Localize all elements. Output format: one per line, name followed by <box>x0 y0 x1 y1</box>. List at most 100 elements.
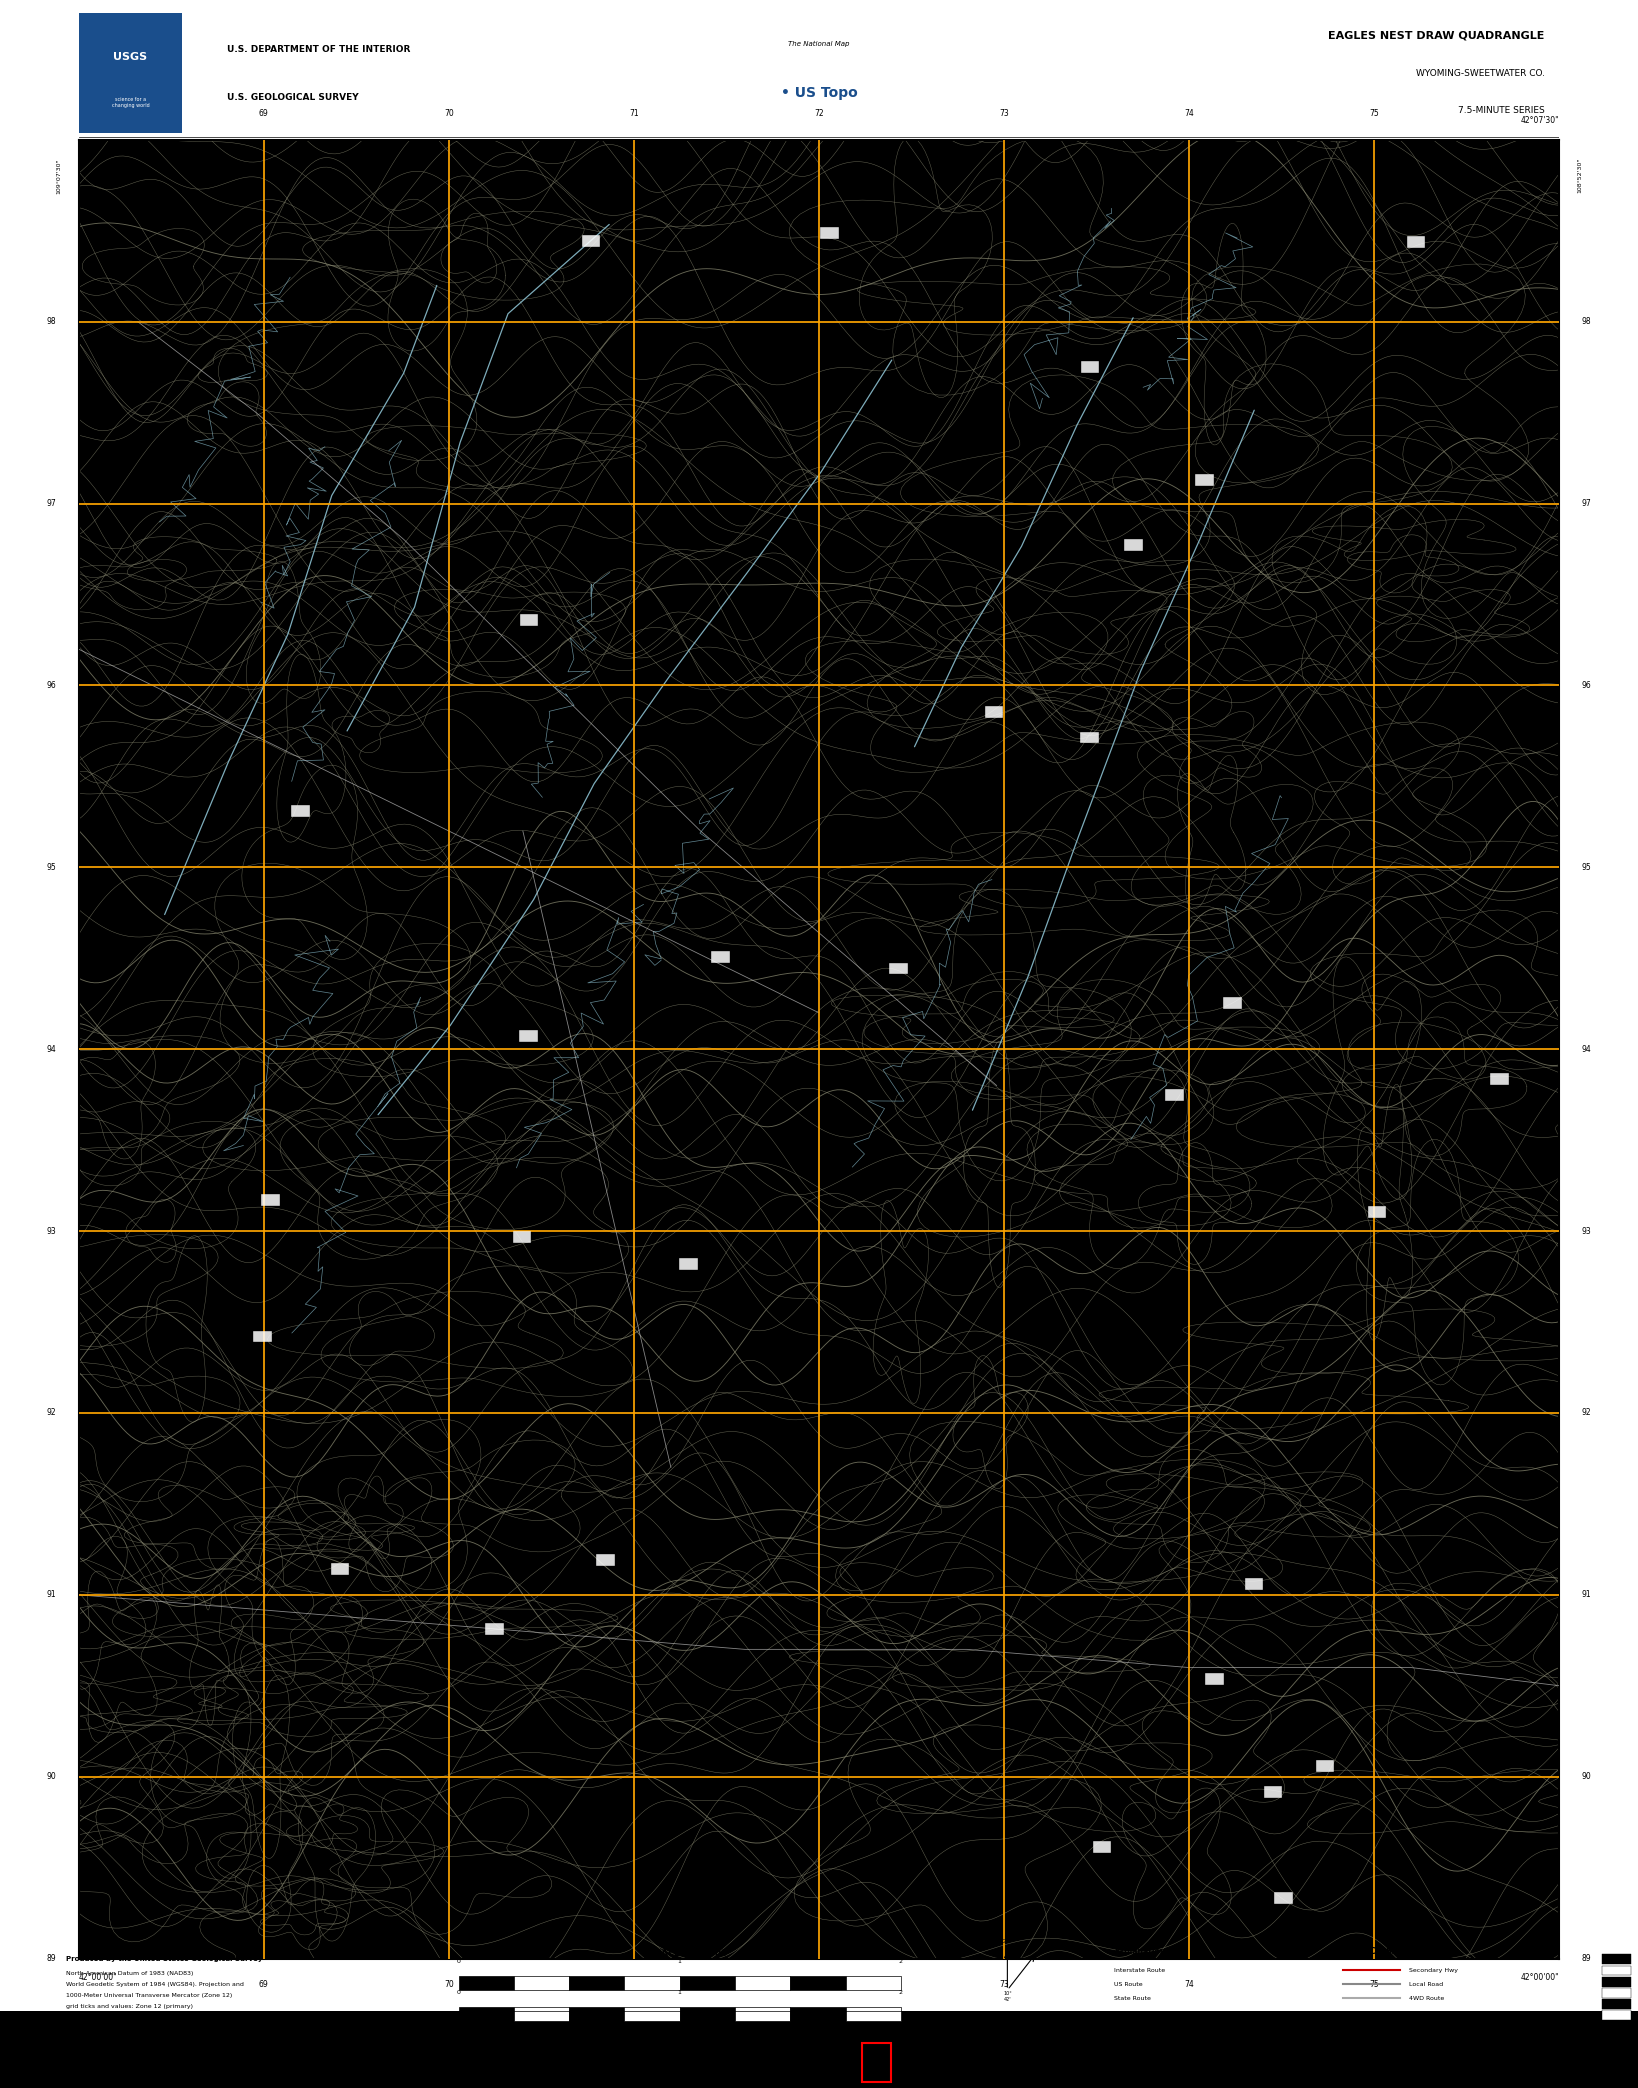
Text: 10°
42': 10° 42' <box>1002 1992 1012 2002</box>
Bar <box>570 1975 624 1990</box>
Text: GN: GN <box>1001 1938 1011 1944</box>
Text: MILES: MILES <box>670 2044 690 2048</box>
Text: 0: 0 <box>457 1959 460 1965</box>
Text: 109°07'30": 109°07'30" <box>56 159 61 194</box>
Text: 92: 92 <box>48 1409 56 1418</box>
Text: 1000-Meter Universal Transverse Mercator (Zone 12): 1000-Meter Universal Transverse Mercator… <box>66 1994 231 1998</box>
Text: Interstate Route: Interstate Route <box>1114 1969 1165 1973</box>
Text: 1: 1 <box>678 1959 681 1965</box>
Text: 97: 97 <box>46 499 56 507</box>
Bar <box>331 1562 349 1574</box>
Text: 0: 0 <box>457 1990 460 1996</box>
Bar <box>79 13 182 134</box>
Text: • US Topo: • US Topo <box>781 86 857 100</box>
Text: World Geodetic System of 1984 (WGS84). Projection and: World Geodetic System of 1984 (WGS84). P… <box>66 1982 244 1988</box>
Text: 75: 75 <box>1369 1979 1379 1990</box>
Text: 98: 98 <box>48 317 56 326</box>
Text: Local Road: Local Road <box>1409 1982 1443 1988</box>
Text: 90: 90 <box>46 1773 56 1781</box>
Text: SCALE 1:24 000: SCALE 1:24 000 <box>649 1950 727 1959</box>
Bar <box>680 2007 735 2021</box>
Text: 90: 90 <box>1582 1773 1592 1781</box>
Bar <box>1206 1672 1224 1683</box>
Text: 71: 71 <box>629 109 639 119</box>
Text: WYOMING-SWEETWATER CO.: WYOMING-SWEETWATER CO. <box>1415 69 1545 77</box>
Bar <box>862 2044 891 2082</box>
Bar <box>252 1330 270 1340</box>
Text: 2: 2 <box>899 1959 903 1965</box>
Text: USGS: USGS <box>113 52 147 63</box>
Bar <box>791 1975 845 1990</box>
Bar <box>570 2007 624 2021</box>
Bar <box>514 1975 570 1990</box>
Bar <box>1491 1073 1509 1084</box>
Bar <box>680 1257 696 1270</box>
Bar <box>1245 1579 1263 1589</box>
Text: 89: 89 <box>1582 1954 1590 1963</box>
Bar <box>1602 2011 1631 2021</box>
Bar <box>1196 474 1212 484</box>
Text: KILOMETERS: KILOMETERS <box>660 1942 699 1948</box>
Bar <box>680 1975 735 1990</box>
Text: 98: 98 <box>1582 317 1590 326</box>
Text: 74: 74 <box>1184 109 1194 119</box>
Text: The National Map: The National Map <box>788 40 850 46</box>
Bar <box>519 614 537 624</box>
Text: 2: 2 <box>899 1990 903 1996</box>
Bar <box>1079 731 1097 743</box>
Bar <box>1368 1207 1386 1217</box>
Bar <box>1602 1998 1631 2009</box>
Text: 93: 93 <box>1582 1226 1592 1236</box>
Bar <box>581 234 600 246</box>
Bar <box>1081 361 1099 372</box>
Text: Produced by the United States Geological Survey: Produced by the United States Geological… <box>66 1956 262 1963</box>
Bar <box>260 1194 278 1205</box>
Bar <box>1602 1965 1631 1975</box>
Text: 91: 91 <box>1582 1591 1590 1599</box>
Bar <box>1407 236 1425 246</box>
Bar <box>485 1622 503 1635</box>
Bar <box>735 2007 791 2021</box>
Text: 74: 74 <box>1184 1979 1194 1990</box>
Text: 42°00'00": 42°00'00" <box>79 1973 118 1982</box>
Text: 108°52'30": 108°52'30" <box>1577 159 1582 194</box>
Text: 93: 93 <box>46 1226 56 1236</box>
Bar <box>459 1975 514 1990</box>
Text: 1: 1 <box>678 1990 681 1996</box>
Bar <box>821 228 839 238</box>
Bar <box>519 1029 537 1040</box>
Bar <box>624 2007 680 2021</box>
Bar <box>1315 1760 1333 1771</box>
Bar <box>0 2011 1638 2088</box>
Text: 70: 70 <box>444 109 454 119</box>
Text: 92: 92 <box>1582 1409 1590 1418</box>
Text: 89: 89 <box>48 1954 56 1963</box>
Bar <box>1602 1977 1631 1986</box>
Text: U.S. GEOLOGICAL SURVEY: U.S. GEOLOGICAL SURVEY <box>226 92 359 102</box>
Bar <box>1124 539 1142 549</box>
Bar <box>624 1975 680 1990</box>
Bar <box>1165 1088 1183 1100</box>
Text: This map is not a legal document. Boundaries may be: This map is not a legal document. Bounda… <box>66 2015 236 2021</box>
Text: 70: 70 <box>444 1979 454 1990</box>
Bar <box>513 1232 531 1242</box>
Bar <box>292 806 310 816</box>
Text: 72: 72 <box>814 109 824 119</box>
Text: U.S. DEPARTMENT OF THE INTERIOR: U.S. DEPARTMENT OF THE INTERIOR <box>226 44 410 54</box>
Text: 75: 75 <box>1369 109 1379 119</box>
Text: 42°00'00": 42°00'00" <box>1520 1973 1559 1982</box>
Text: Secondary Hwy: Secondary Hwy <box>1409 1969 1458 1973</box>
Text: 72: 72 <box>814 1979 824 1990</box>
Bar <box>845 2007 901 2021</box>
Bar <box>1263 1785 1281 1798</box>
Text: MN: MN <box>1043 1942 1052 1948</box>
Text: 4WD Route: 4WD Route <box>1409 1996 1445 2000</box>
Bar <box>735 1975 791 1990</box>
Text: 96: 96 <box>46 681 56 689</box>
Text: 95: 95 <box>1582 862 1592 873</box>
Bar <box>596 1553 614 1564</box>
Text: State Route: State Route <box>1114 1996 1152 2000</box>
Text: grid ticks and values: Zone 12 (primary): grid ticks and values: Zone 12 (primary) <box>66 2004 193 2009</box>
Text: 42°07'30": 42°07'30" <box>1520 117 1559 125</box>
Text: US Route: US Route <box>1114 1982 1142 1988</box>
